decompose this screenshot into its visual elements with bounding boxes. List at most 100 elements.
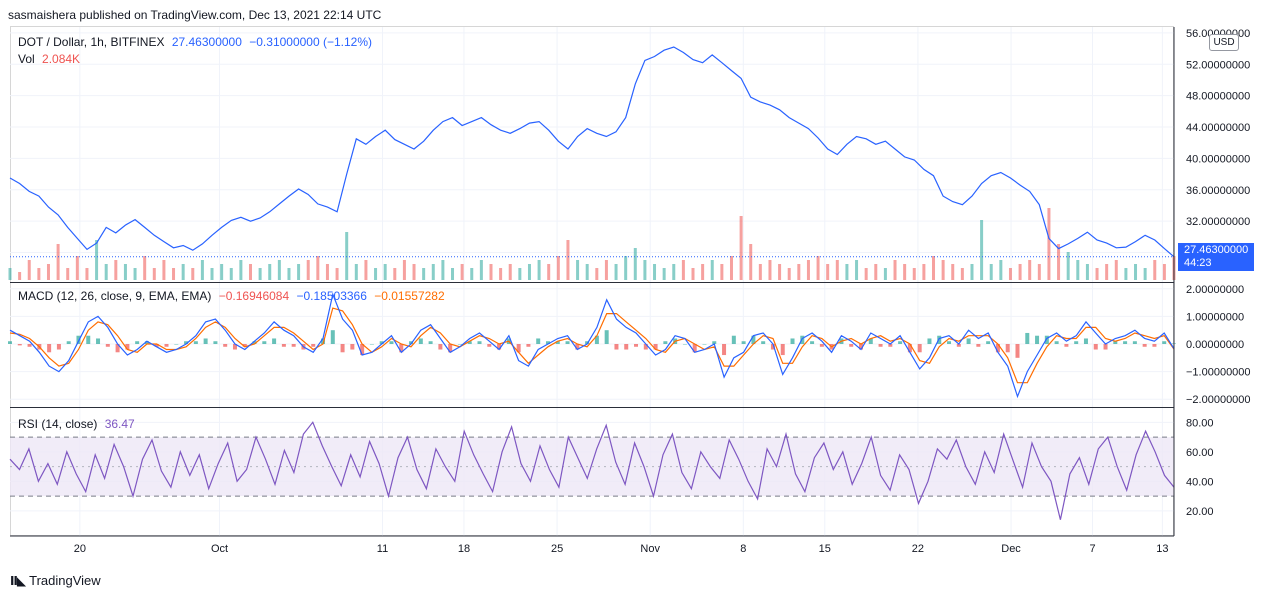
volume-bar (566, 240, 570, 280)
macd-histogram-bar (47, 344, 52, 353)
macd-histogram-bar (321, 338, 326, 344)
macd-histogram-bar (761, 341, 766, 344)
volume-bar (845, 264, 849, 280)
volume-bar (393, 268, 397, 280)
volume-bar (604, 260, 608, 280)
volume-bar (653, 264, 657, 280)
macd-histogram-bar (242, 344, 247, 347)
macd-histogram-bar (164, 344, 169, 347)
macd-histogram-bar (1132, 341, 1137, 344)
volume-bar (181, 264, 185, 280)
volume-bar (306, 260, 310, 280)
volume-bar (662, 268, 666, 280)
macd-histogram-bar (937, 335, 942, 344)
macd-tick-label: −1.00000000 (1186, 367, 1251, 379)
volume-bar (932, 256, 936, 280)
symbol-change: −0.31000000 (−1.12%) (249, 35, 373, 49)
macd-histogram-bar (731, 335, 736, 344)
price-series (9, 46, 1175, 258)
volume-bar (1134, 264, 1138, 280)
volume-bar (114, 260, 118, 280)
volume-bar (980, 220, 984, 280)
volume-bar (422, 268, 426, 280)
rsi-legend[interactable]: RSI (14, close) 36.47 (18, 417, 139, 431)
volume-bar (806, 260, 810, 280)
price-tick-label: 48.00000000 (1186, 91, 1250, 103)
macd-line (9, 292, 1175, 399)
macd-histogram-bar (917, 344, 922, 353)
volume-bar (75, 256, 79, 280)
pane-separator-macd (10, 282, 1174, 283)
volume-bar (104, 264, 108, 280)
rsi-tick-label: 60.00 (1186, 447, 1214, 459)
macd-tick-label: −2.00000000 (1186, 394, 1251, 406)
price-tick-label: 32.00000000 (1186, 216, 1250, 228)
macd-histogram-bar (966, 338, 971, 344)
macd-histogram-bar (1025, 332, 1030, 344)
macd-histogram-bar (907, 344, 912, 353)
x-tick-label: 11 (377, 543, 388, 555)
rsi-label: RSI (14, close) (18, 417, 98, 431)
macd-histogram-bar (105, 344, 110, 347)
macd-histogram-bar (17, 344, 22, 346)
volume-bar (710, 260, 714, 280)
symbol-legend[interactable]: DOT / Dollar, 1h, BITFINEX 27.46300000 −… (18, 35, 376, 49)
volume-bar (248, 264, 252, 280)
macd-histogram-bar (457, 344, 462, 345)
x-tick-label: 22 (912, 543, 924, 555)
volume-bar (95, 240, 99, 280)
volume-bar (1105, 264, 1109, 280)
volume-bar (1037, 264, 1041, 280)
volume-bar (364, 260, 368, 280)
volume-bars (8, 208, 1176, 280)
macd-histogram-bar (56, 344, 61, 350)
macd-histogram-bar (995, 344, 1000, 353)
macd-histogram-bar (575, 344, 580, 350)
volume-bar (1143, 268, 1147, 280)
volume-bar (220, 264, 224, 280)
volume-legend[interactable]: Vol 2.084K (18, 52, 84, 66)
volume-bar (1028, 260, 1032, 280)
x-tick-label: 18 (458, 543, 470, 555)
volume-bar (1008, 268, 1012, 280)
volume-bar (537, 260, 541, 280)
macd-legend[interactable]: MACD (12, 26, close, 9, EMA, EMA) −0.169… (18, 289, 449, 303)
volume-bar (1153, 260, 1157, 280)
macd-histogram-bar (653, 344, 658, 350)
macd-histogram-bar (770, 344, 775, 350)
macd-histogram-bar (203, 338, 208, 344)
macd-histogram-bar (223, 344, 228, 347)
volume-bar (143, 256, 147, 280)
x-tick-label: Nov (640, 543, 660, 555)
macd-pane (8, 292, 1176, 399)
rsi-tick-label: 20.00 (1186, 506, 1214, 518)
macd-histogram-bar (27, 344, 32, 347)
macd-histogram-bar (1015, 344, 1020, 358)
macd-histogram-bar (232, 344, 237, 350)
macd-histogram-bar (722, 344, 727, 356)
tradingview-brand[interactable]: Ⅱ◣ TradingView (10, 573, 101, 588)
macd-histogram-bar (96, 338, 101, 344)
macd-histogram-bar (555, 341, 560, 344)
volume-bar (527, 264, 531, 280)
volume-bar (1124, 268, 1128, 280)
macd-histogram-bar (418, 338, 423, 344)
x-tick-label: 20 (74, 543, 86, 555)
volume-bar (643, 260, 647, 280)
macd-histogram-bar (868, 338, 873, 344)
macd-histogram-bar (712, 341, 717, 344)
volume-bar (701, 264, 705, 280)
currency-badge[interactable]: USD (1209, 34, 1239, 51)
symbol-price: 27.46300000 (171, 35, 242, 49)
volume-bar (816, 256, 820, 280)
volume-bar (624, 256, 628, 280)
macd-histogram-bar (399, 344, 404, 353)
volume-bar (277, 260, 281, 280)
volume-bar (729, 256, 733, 280)
macd-histogram-bar (311, 344, 316, 347)
x-tick-label: Dec (1001, 543, 1021, 555)
volume-bar (1162, 264, 1166, 280)
x-tick-label: Oct (211, 543, 228, 555)
macd-histogram-bar (956, 344, 961, 347)
